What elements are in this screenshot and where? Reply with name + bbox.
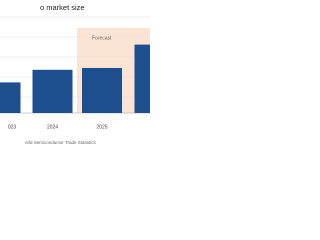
chart: o market size orld Semiconductor Trade S… bbox=[0, 3, 150, 145]
x-tick-label: 2024 bbox=[47, 124, 58, 130]
bar bbox=[0, 82, 21, 113]
bar bbox=[134, 44, 150, 113]
x-tick-label: 2025 bbox=[96, 124, 107, 130]
bar bbox=[82, 68, 122, 113]
bar bbox=[32, 69, 73, 113]
x-tick-label: 023 bbox=[8, 124, 17, 130]
forecast-label: Forecast bbox=[92, 35, 112, 41]
source: orld Semiconductor Trade Statistics bbox=[25, 140, 97, 145]
chart-title: o market size bbox=[40, 3, 85, 12]
